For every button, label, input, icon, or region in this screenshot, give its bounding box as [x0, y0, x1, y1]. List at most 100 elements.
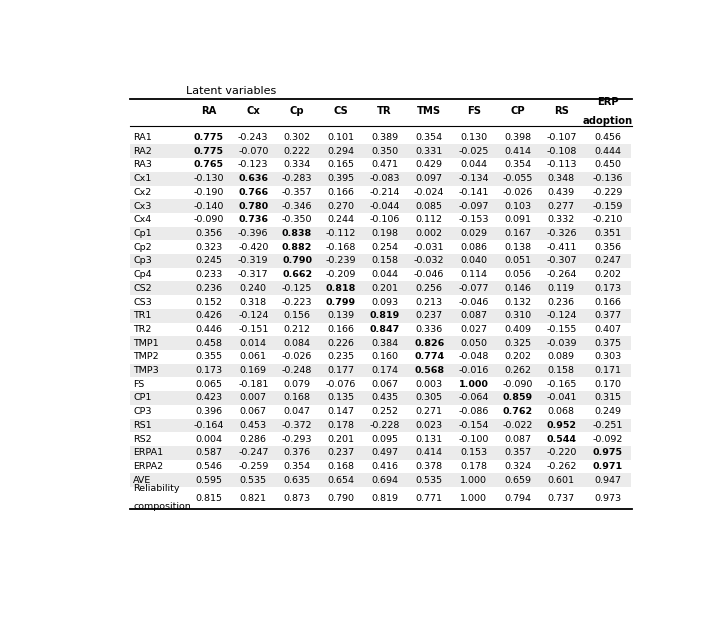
Bar: [130, 172, 632, 185]
Text: 0.446: 0.446: [195, 325, 222, 334]
Text: 0.790: 0.790: [327, 494, 355, 503]
Text: -0.181: -0.181: [238, 379, 268, 389]
Text: -0.125: -0.125: [282, 284, 312, 293]
Text: CS3: CS3: [133, 298, 152, 306]
Text: 0.818: 0.818: [326, 284, 356, 293]
Text: -0.136: -0.136: [592, 174, 623, 183]
Text: 0.252: 0.252: [371, 407, 398, 416]
Text: 0.173: 0.173: [594, 284, 621, 293]
Text: 0.799: 0.799: [326, 298, 356, 306]
Text: TR2: TR2: [133, 325, 151, 334]
Text: 0.336: 0.336: [416, 325, 443, 334]
Text: 0.334: 0.334: [283, 161, 311, 169]
Text: 0.249: 0.249: [594, 407, 621, 416]
Text: 0.138: 0.138: [504, 242, 531, 252]
Text: -0.251: -0.251: [592, 421, 623, 430]
Text: 0.302: 0.302: [283, 133, 311, 142]
Text: 0.061: 0.061: [240, 352, 267, 361]
Text: Reliability: Reliability: [133, 484, 180, 493]
Text: 1.000: 1.000: [461, 494, 487, 503]
Text: 0.236: 0.236: [195, 284, 222, 293]
Text: 0.332: 0.332: [547, 215, 575, 224]
Text: 0.156: 0.156: [284, 311, 311, 320]
Text: -0.055: -0.055: [503, 174, 533, 183]
Text: RS: RS: [554, 107, 569, 117]
Text: 0.952: 0.952: [546, 421, 576, 430]
Text: 0.737: 0.737: [547, 494, 575, 503]
Text: 0.376: 0.376: [283, 448, 311, 458]
Text: ERPA2: ERPA2: [133, 462, 163, 471]
Text: 0.236: 0.236: [547, 298, 575, 306]
Text: FS: FS: [133, 379, 144, 389]
Text: 0.458: 0.458: [195, 339, 222, 348]
Text: 0.775: 0.775: [193, 133, 224, 142]
Text: 0.169: 0.169: [240, 366, 267, 375]
Text: 0.423: 0.423: [195, 394, 222, 402]
Text: 0.027: 0.027: [461, 325, 487, 334]
Text: TR1: TR1: [133, 311, 151, 320]
Text: Cp1: Cp1: [133, 229, 152, 238]
Text: -0.396: -0.396: [238, 229, 268, 238]
Text: 0.450: 0.450: [594, 161, 621, 169]
Text: 0.119: 0.119: [548, 284, 575, 293]
Text: 0.245: 0.245: [195, 257, 222, 265]
Text: 0.166: 0.166: [594, 298, 621, 306]
Text: 0.838: 0.838: [282, 229, 312, 238]
Text: 0.222: 0.222: [284, 147, 311, 156]
Text: 0.790: 0.790: [282, 257, 312, 265]
Bar: [130, 254, 632, 268]
Text: CS: CS: [334, 107, 348, 117]
Text: 0.635: 0.635: [283, 476, 311, 485]
Text: -0.293: -0.293: [282, 435, 313, 443]
Text: 0.736: 0.736: [238, 215, 268, 224]
Text: 0.971: 0.971: [593, 462, 623, 471]
Text: -0.209: -0.209: [326, 270, 356, 279]
Text: -0.357: -0.357: [282, 188, 313, 197]
Text: 0.235: 0.235: [327, 352, 355, 361]
Text: 0.636: 0.636: [238, 174, 268, 183]
Text: -0.165: -0.165: [546, 379, 576, 389]
Text: -0.086: -0.086: [458, 407, 489, 416]
Text: -0.123: -0.123: [238, 161, 268, 169]
Text: -0.097: -0.097: [458, 202, 489, 211]
Text: -0.228: -0.228: [369, 421, 400, 430]
Text: -0.153: -0.153: [458, 215, 489, 224]
Text: 0.414: 0.414: [416, 448, 443, 458]
Text: 0.212: 0.212: [284, 325, 311, 334]
Text: 0.662: 0.662: [282, 270, 312, 279]
Text: -0.264: -0.264: [546, 270, 576, 279]
Text: 0.351: 0.351: [594, 229, 621, 238]
Text: -0.076: -0.076: [326, 379, 356, 389]
Text: -0.151: -0.151: [238, 325, 268, 334]
Text: 0.023: 0.023: [416, 421, 443, 430]
Text: 0.694: 0.694: [371, 476, 398, 485]
Text: -0.223: -0.223: [282, 298, 313, 306]
Text: RA2: RA2: [133, 147, 152, 156]
Text: 0.237: 0.237: [327, 448, 355, 458]
Text: 0.377: 0.377: [594, 311, 621, 320]
Text: -0.247: -0.247: [238, 448, 268, 458]
Text: 0.826: 0.826: [414, 339, 444, 348]
Text: -0.041: -0.041: [546, 394, 576, 402]
Text: -0.100: -0.100: [458, 435, 489, 443]
Text: -0.106: -0.106: [369, 215, 400, 224]
Text: Cx1: Cx1: [133, 174, 151, 183]
Text: CP3: CP3: [133, 407, 152, 416]
Text: -0.411: -0.411: [546, 242, 576, 252]
Text: 0.166: 0.166: [327, 188, 355, 197]
Text: 0.165: 0.165: [327, 161, 355, 169]
Bar: [130, 418, 632, 432]
Text: 0.147: 0.147: [327, 407, 355, 416]
Text: 0.568: 0.568: [414, 366, 444, 375]
Text: 0.426: 0.426: [195, 311, 222, 320]
Text: 0.315: 0.315: [594, 394, 621, 402]
Text: composition: composition: [133, 502, 191, 512]
Text: -0.214: -0.214: [369, 188, 400, 197]
Text: ERPA1: ERPA1: [133, 448, 163, 458]
Text: CS2: CS2: [133, 284, 152, 293]
Text: TMP1: TMP1: [133, 339, 159, 348]
Text: 0.256: 0.256: [416, 284, 443, 293]
Text: 0.348: 0.348: [547, 174, 575, 183]
Text: 0.093: 0.093: [371, 298, 398, 306]
Text: -0.159: -0.159: [592, 202, 623, 211]
